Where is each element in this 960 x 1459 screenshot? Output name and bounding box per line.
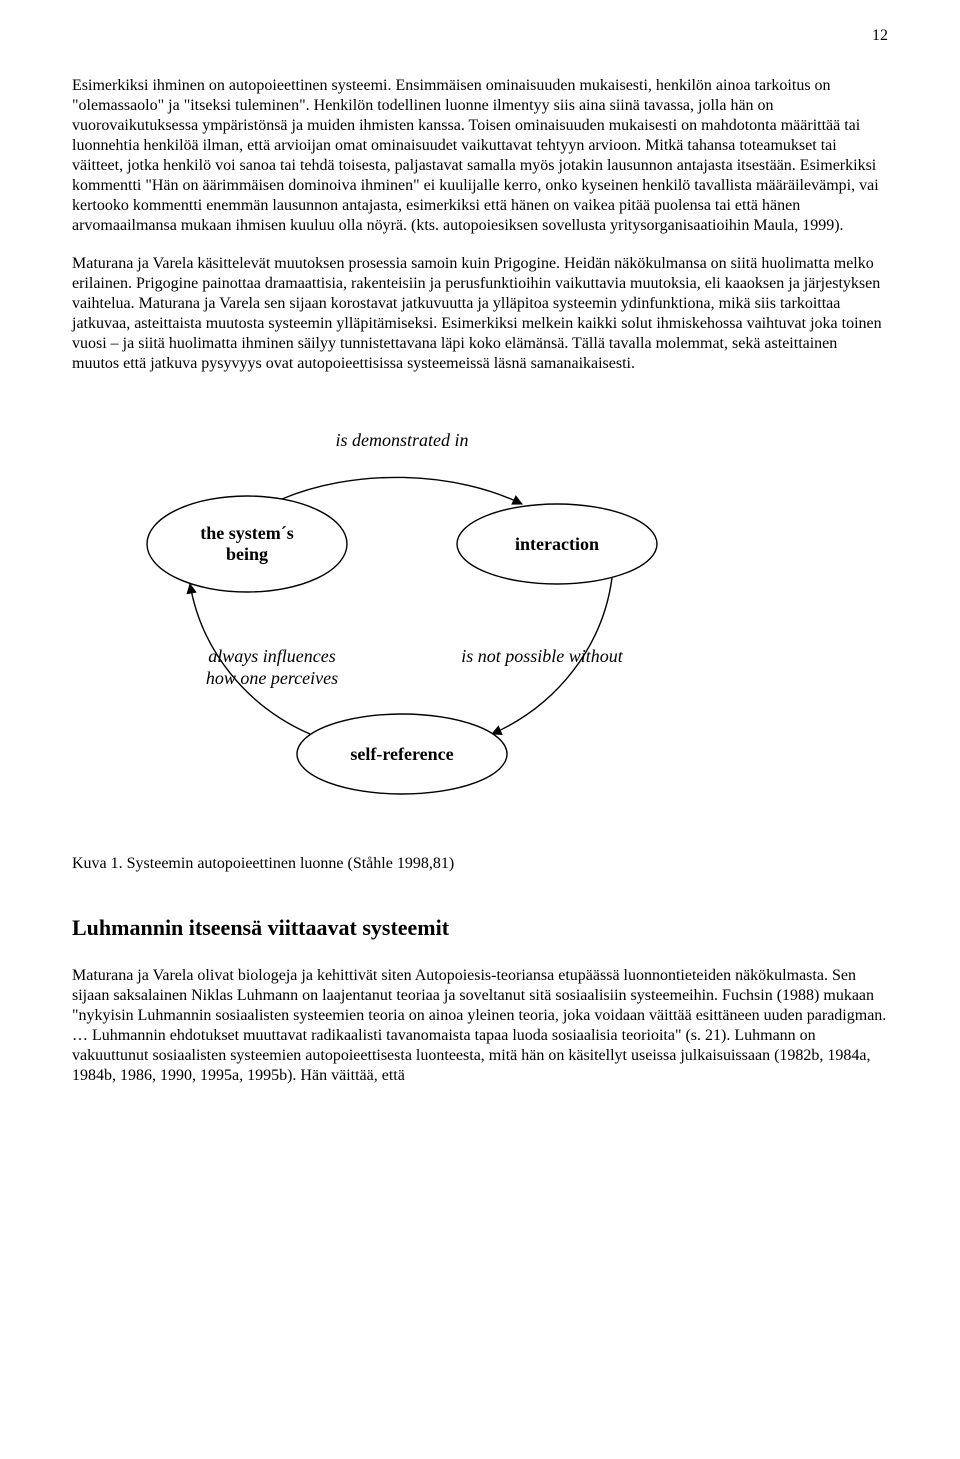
node-selfref-label: self-reference	[350, 744, 453, 764]
edge-label-left-2: how one perceives	[206, 668, 338, 688]
heading-luhmann: Luhmannin itseensä viittaavat systeemit	[72, 914, 888, 942]
paragraph-2: Maturana ja Varela käsittelevät muutokse…	[72, 254, 888, 374]
paragraph-1: Esimerkiksi ihminen on autopoieettinen s…	[72, 76, 888, 236]
autopoietic-diagram: the system´s being interaction self-refe…	[72, 394, 888, 824]
page-number: 12	[72, 26, 888, 46]
diagram-svg: the system´s being interaction self-refe…	[72, 394, 732, 824]
node-interaction-label: interaction	[515, 534, 599, 554]
edge-demonstrated-in	[282, 477, 522, 504]
edge-label-right: is not possible without	[461, 646, 624, 666]
figure-caption: Kuva 1. Systeemin autopoieettinen luonne…	[72, 854, 888, 874]
paragraph-3: Maturana ja Varela olivat biologeja ja k…	[72, 966, 888, 1086]
edge-label-left-1: always influences	[208, 646, 335, 666]
edge-label-top: is demonstrated in	[336, 430, 469, 450]
node-system-label-2: being	[226, 544, 268, 564]
node-system-label-1: the system´s	[200, 523, 293, 543]
